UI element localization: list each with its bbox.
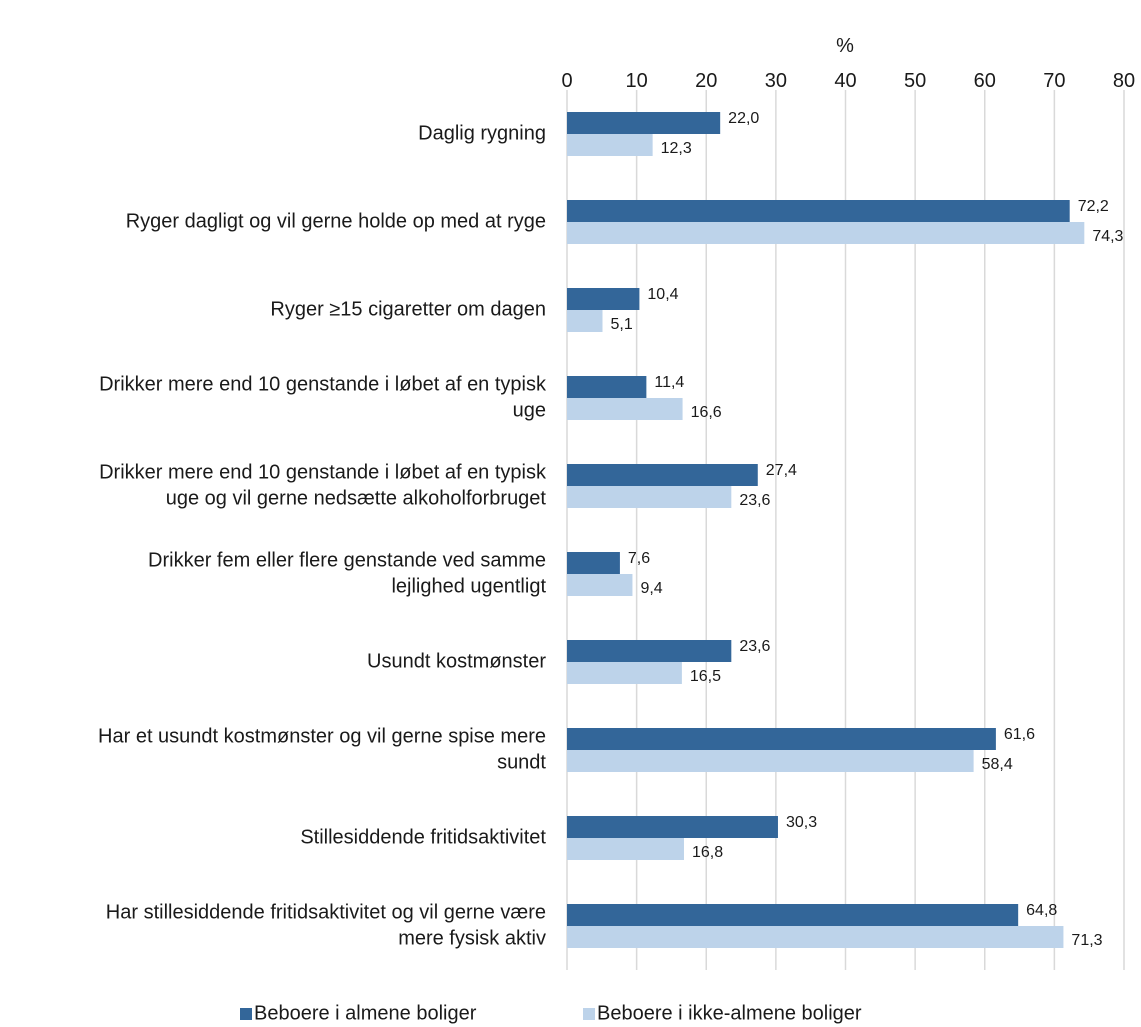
bar-ikke-almene bbox=[567, 574, 633, 596]
bar-ikke-almene bbox=[567, 926, 1064, 948]
x-tick-label: 70 bbox=[1043, 70, 1065, 92]
data-label: 27,4 bbox=[766, 462, 797, 479]
bar-almene bbox=[567, 376, 647, 398]
bar-ikke-almene bbox=[567, 398, 683, 420]
bar-ikke-almene bbox=[567, 486, 732, 508]
data-label: 16,8 bbox=[692, 844, 723, 861]
bar-ikke-almene bbox=[567, 134, 653, 156]
category-label: Ryger dagligt og vil gerne holde op med … bbox=[126, 210, 546, 232]
data-label: 72,2 bbox=[1078, 198, 1109, 215]
data-label: 74,3 bbox=[1092, 228, 1123, 245]
bars bbox=[567, 112, 1085, 948]
category-label: Stillesiddende fritidsaktivitet bbox=[300, 826, 546, 848]
data-label: 30,3 bbox=[786, 814, 817, 831]
data-label: 22,0 bbox=[728, 110, 759, 127]
category-label: Drikker mere end 10 genstande i løbet af… bbox=[99, 461, 547, 509]
bar-ikke-almene bbox=[567, 838, 684, 860]
bar-almene bbox=[567, 464, 758, 486]
data-label: 11,4 bbox=[654, 374, 684, 391]
x-tick-label: 40 bbox=[834, 70, 856, 92]
bar-almene bbox=[567, 288, 640, 310]
category-label: Usundt kostmønster bbox=[367, 650, 546, 672]
data-labels: 22,0 12,3 72,2 74,3 10,4 5,1 11,4 16,6 27,4 23,6 7… bbox=[611, 110, 1124, 949]
x-tick-label: 10 bbox=[626, 70, 648, 92]
data-label: 9,4 bbox=[640, 580, 662, 597]
bar-almene bbox=[567, 112, 721, 134]
bar-almene bbox=[567, 904, 1019, 926]
bar-ikke-almene bbox=[567, 222, 1085, 244]
x-tick-label: 80 bbox=[1113, 70, 1135, 92]
x-tick-label: 60 bbox=[974, 70, 996, 92]
data-label: 16,6 bbox=[691, 404, 722, 421]
data-label: 71,3 bbox=[1071, 932, 1102, 949]
x-tick-label: 50 bbox=[904, 70, 926, 92]
bar-ikke-almene bbox=[567, 750, 974, 772]
data-label: 16,5 bbox=[690, 668, 721, 685]
category-label: Drikker mere end 10 genstande i løbet af… bbox=[99, 373, 547, 421]
bar-almene bbox=[567, 728, 996, 750]
x-tick-label: 20 bbox=[695, 70, 717, 92]
data-label: 10,4 bbox=[647, 286, 678, 303]
category-label: Ryger ≥15 cigaretter om dagen bbox=[270, 298, 546, 320]
data-label: 5,1 bbox=[611, 316, 633, 333]
bar-almene bbox=[567, 200, 1070, 222]
data-label: 61,6 bbox=[1004, 726, 1035, 743]
data-label: 58,4 bbox=[982, 756, 1013, 773]
bar-almene bbox=[567, 816, 778, 838]
data-label: 7,6 bbox=[628, 550, 650, 567]
bar-almene bbox=[567, 640, 732, 662]
x-tick-label: 30 bbox=[765, 70, 787, 92]
legend-label: Beboere i ikke-almene boliger bbox=[597, 1002, 862, 1024]
legend: Beboere i almene boliger Beboere i ikke-a… bbox=[240, 1002, 862, 1024]
x-tick-label: 0 bbox=[561, 70, 572, 92]
legend-label: Beboere i almene boliger bbox=[254, 1002, 477, 1024]
data-label: 23,6 bbox=[739, 492, 770, 509]
bar-ikke-almene bbox=[567, 310, 603, 332]
category-label: Drikker fem eller flere genstande ved sa… bbox=[148, 549, 546, 597]
data-label: 23,6 bbox=[739, 638, 770, 655]
data-label: 12,3 bbox=[661, 140, 692, 157]
bar-ikke-almene bbox=[567, 662, 682, 684]
category-labels: Daglig rygning Ryger dagligt og vil gerne… bbox=[98, 122, 547, 949]
category-label: Daglig rygning bbox=[418, 122, 546, 144]
data-label: 64,8 bbox=[1026, 902, 1057, 919]
legend-swatch bbox=[583, 1008, 595, 1020]
legend-swatch bbox=[240, 1008, 252, 1020]
category-label: Har et usundt kostmønster og vil gerne s… bbox=[98, 725, 546, 773]
x-axis-ticks: 0 10 20 30 40 50 60 70 80 bbox=[561, 70, 1135, 92]
x-axis-title: % bbox=[836, 35, 854, 57]
category-label: Har stillesiddende fritidsaktivitet og v… bbox=[106, 901, 546, 949]
bar-almene bbox=[567, 552, 620, 574]
